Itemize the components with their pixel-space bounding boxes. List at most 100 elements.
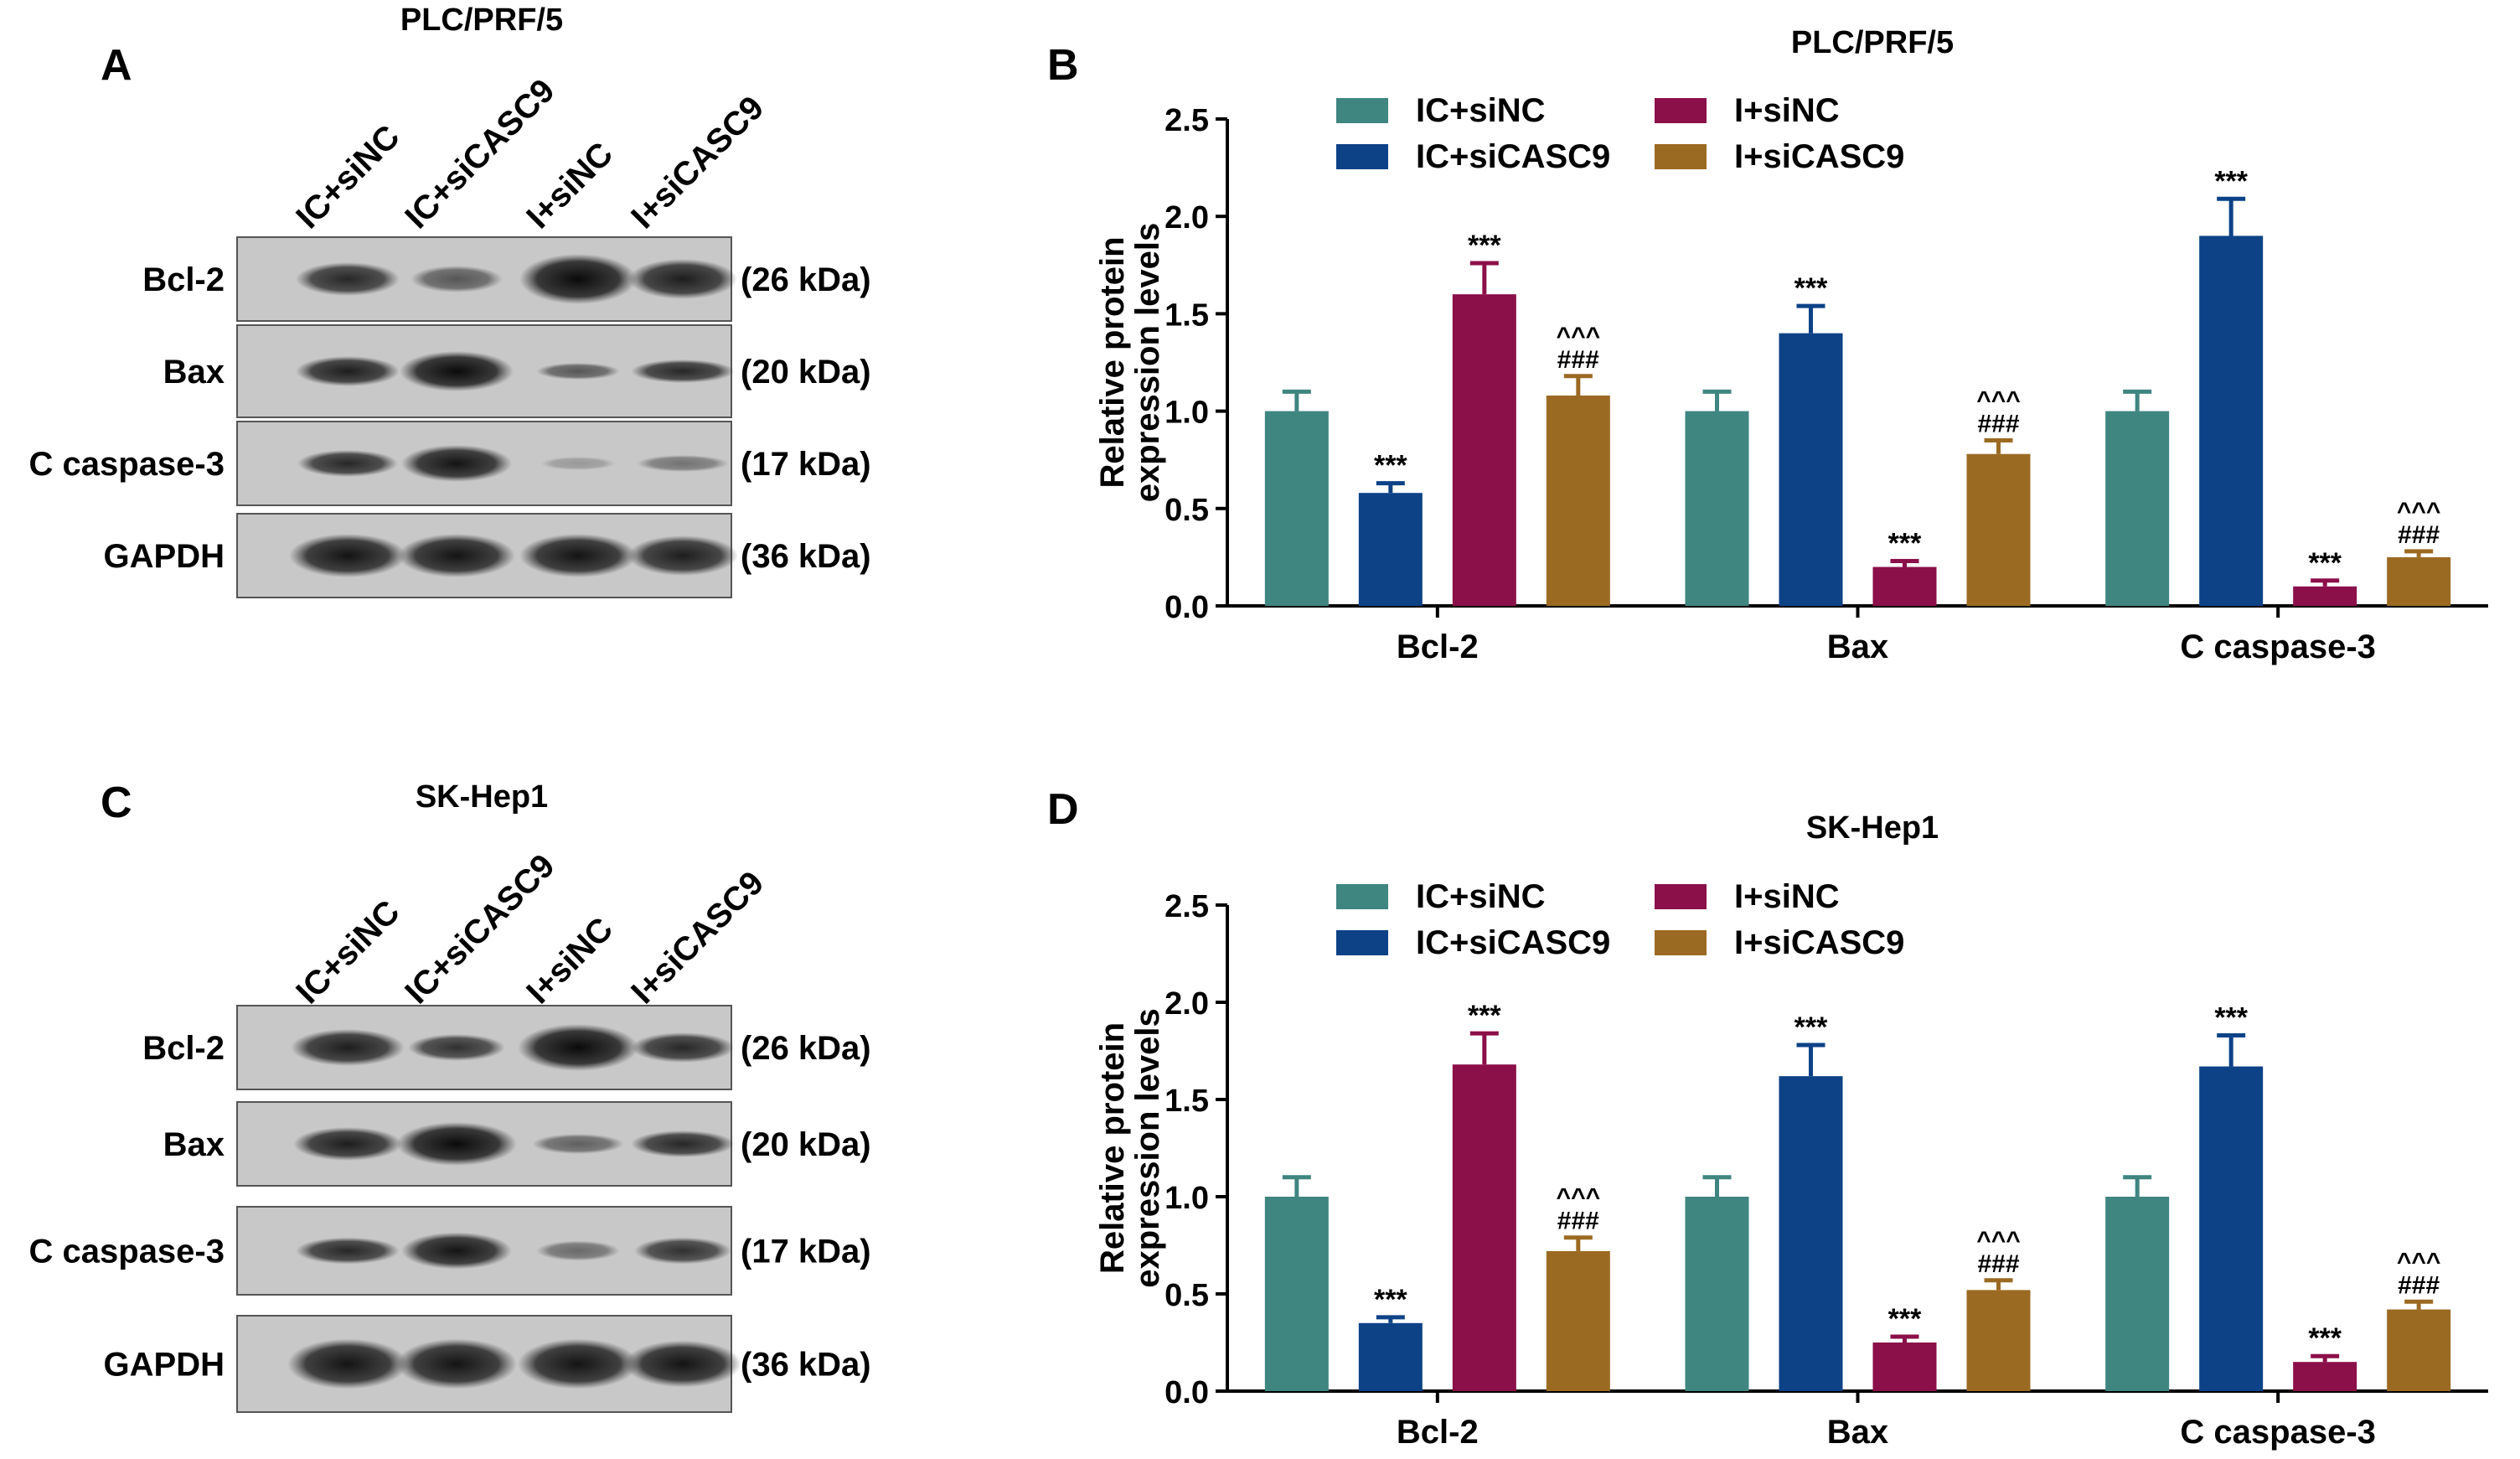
- blot-band: [289, 534, 406, 577]
- bar: [1452, 294, 1516, 606]
- panel-b-letter: B: [1047, 41, 1079, 90]
- blot-band: [628, 259, 737, 299]
- significance-mark: ###: [1557, 346, 1599, 374]
- significance-mark: ***: [1468, 230, 1501, 261]
- bar-chart-b: PLC/PRF/5 Relative proteinexpression leve…: [1094, 25, 2488, 665]
- lane-label: I+siNC: [519, 135, 620, 235]
- significance-mark: ^^^: [1976, 386, 2021, 414]
- y-tick-label: 2.0: [1164, 200, 1209, 235]
- significance-mark: ***: [1794, 1011, 1828, 1043]
- legend-label: IC+siCASC9: [1416, 924, 1610, 961]
- blot-band: [634, 1237, 731, 1265]
- protein-label: C caspase-3: [29, 1234, 225, 1270]
- y-axis-label-line: Relative protein: [1094, 236, 1131, 488]
- blot-band: [396, 1338, 517, 1389]
- kda-label: (26 kDa): [741, 1030, 871, 1067]
- blot-band: [631, 1032, 735, 1063]
- legend-swatch: [1655, 144, 1707, 169]
- blot-band: [293, 1127, 402, 1161]
- blot-band: [536, 1240, 620, 1261]
- kda-label: (36 kDa): [741, 538, 871, 575]
- panel-c-letter: C: [101, 779, 132, 827]
- significance-mark: ***: [1374, 450, 1407, 482]
- bar: [1546, 1250, 1610, 1391]
- y-axis-label: Relative proteinexpression levels: [1094, 223, 1166, 503]
- blot-band: [291, 1029, 405, 1066]
- bar: [1685, 1197, 1749, 1391]
- blot-band: [398, 534, 515, 577]
- legend-label: I+siCASC9: [1734, 924, 1904, 961]
- significance-mark: ***: [2214, 1001, 2248, 1033]
- legend-swatch: [1655, 98, 1707, 123]
- blot-band: [518, 1024, 638, 1071]
- x-tick-label: Bax: [1827, 629, 1888, 665]
- protein-label: Bax: [163, 354, 225, 391]
- bar-chart-d: SK-Hep1 Relative proteinexpression levels…: [1094, 810, 2488, 1451]
- bar: [1452, 1064, 1516, 1391]
- significance-mark: ###: [1977, 1250, 2019, 1278]
- y-tick-label: 2.5: [1164, 103, 1209, 138]
- significance-mark: ***: [1794, 272, 1828, 304]
- blot-band: [536, 363, 620, 380]
- x-tick-label: Bax: [1827, 1414, 1888, 1451]
- bar: [1872, 567, 1937, 606]
- blot-band: [637, 455, 729, 472]
- blot-band: [627, 535, 738, 576]
- bar: [2387, 556, 2451, 606]
- panel-d: D SK-Hep1 Relative proteinexpression leve…: [1047, 785, 2488, 1451]
- significance-mark: ###: [2398, 1271, 2440, 1299]
- y-tick-label: 2.0: [1164, 986, 1209, 1022]
- bar: [2293, 586, 2357, 606]
- protein-label: GAPDH: [104, 1347, 225, 1384]
- significance-mark: ^^^: [1976, 1227, 2021, 1255]
- blot-band: [540, 457, 616, 470]
- significance-mark: ^^^: [1557, 1184, 1601, 1212]
- significance-mark: ^^^: [2397, 498, 2441, 525]
- significance-mark: ###: [1977, 410, 2019, 437]
- significance-mark: ***: [1888, 1303, 1922, 1335]
- kda-label: (20 kDa): [741, 354, 871, 391]
- panel-b: B PLC/PRF/5 Relative proteinexpression le…: [1047, 25, 2488, 665]
- panel-a-title: PLC/PRF/5: [400, 3, 563, 38]
- bar: [2293, 1362, 2357, 1391]
- blot-band: [297, 450, 398, 477]
- protein-label: Bax: [163, 1126, 225, 1163]
- protein-label: Bcl-2: [142, 1030, 225, 1067]
- y-axis-label: Relative proteinexpression levels: [1094, 1008, 1166, 1288]
- legend-label: I+siCASC9: [1734, 138, 1904, 175]
- blot-band: [631, 1130, 735, 1157]
- bar: [1358, 1322, 1423, 1391]
- bar: [1264, 411, 1329, 606]
- x-tick-label: C caspase-3: [2180, 1414, 2375, 1451]
- y-tick-label: 1.0: [1164, 396, 1209, 431]
- bar: [1546, 396, 1610, 606]
- lane-label: IC+siNC: [289, 118, 406, 235]
- legend-label: I+siNC: [1734, 92, 1840, 129]
- kda-label: (36 kDa): [741, 1347, 871, 1384]
- significance-mark: ***: [1374, 1284, 1407, 1316]
- y-tick-label: 1.5: [1164, 297, 1209, 333]
- significance-mark: ***: [2214, 165, 2248, 197]
- legend-swatch: [1336, 98, 1388, 123]
- bar: [2199, 1066, 2264, 1391]
- bar: [1264, 1197, 1329, 1391]
- bar: [1966, 1290, 2031, 1391]
- blot-band: [401, 445, 512, 482]
- significance-mark: ***: [2308, 547, 2342, 579]
- blot-band: [396, 1122, 517, 1166]
- blot-band: [519, 254, 637, 304]
- blot-band: [296, 356, 400, 386]
- legend-swatch: [1655, 930, 1707, 955]
- protein-label: GAPDH: [104, 538, 225, 575]
- bar: [2105, 411, 2170, 606]
- bar: [1685, 411, 1749, 606]
- y-tick-label: 2.5: [1164, 889, 1209, 924]
- chart-title: SK-Hep1: [1806, 810, 1939, 846]
- blot-band: [532, 1134, 624, 1154]
- lane-label: I+siCASC9: [624, 89, 771, 235]
- blot-band: [400, 351, 514, 391]
- lane-label: I+siNC: [519, 910, 620, 1011]
- blot-band: [411, 266, 503, 292]
